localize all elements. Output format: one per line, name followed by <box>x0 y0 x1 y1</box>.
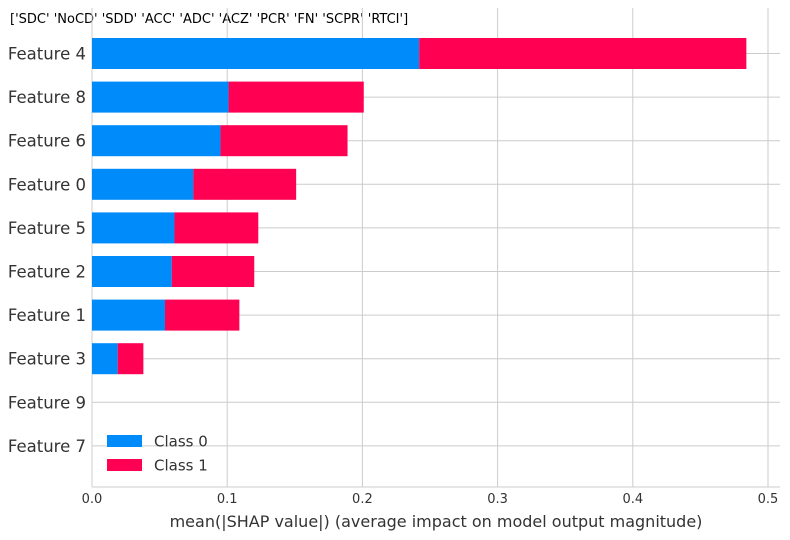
bar-class-1 <box>117 343 144 375</box>
bar-class-1 <box>165 299 240 331</box>
bar-class-1 <box>174 212 259 244</box>
legend-label: Class 1 <box>154 457 208 475</box>
y-tick-label: Feature 1 <box>8 306 86 325</box>
bar-class-1 <box>419 38 747 69</box>
bar-class-0 <box>92 256 172 287</box>
bar-class-0 <box>92 81 229 113</box>
bar-class-1 <box>228 81 364 113</box>
x-axis-label: mean(|SHAP value|) (average impact on mo… <box>170 512 703 531</box>
legend-swatch <box>107 459 142 471</box>
y-axis-labels: Feature 4 Feature 8 Feature 6 Feature 0 Feat… <box>8 45 86 456</box>
legend-label: Class 0 <box>154 433 208 451</box>
x-tick-label: 0.1 <box>217 492 238 507</box>
y-tick-label: Feature 6 <box>8 132 86 151</box>
x-axis: 0.0 0.1 0.2 0.3 0.4 0.5 <box>82 486 780 507</box>
y-tick-label: Feature 9 <box>8 393 86 412</box>
legend-swatch <box>107 435 142 447</box>
bars-layer <box>92 38 747 375</box>
x-tick-label: 0.2 <box>352 492 373 507</box>
bar-class-1 <box>171 256 255 287</box>
bar-class-1 <box>193 168 297 200</box>
y-tick-label: Feature 5 <box>8 219 86 238</box>
x-tick-label: 0.5 <box>758 492 779 507</box>
bar-class-1 <box>220 125 348 157</box>
class-names-label: ['SDC' 'NoCD' 'SDD' 'ACC' 'ADC' 'ACZ' 'P… <box>10 12 409 27</box>
y-tick-label: Feature 8 <box>8 88 86 107</box>
bar-class-0 <box>92 125 221 157</box>
y-tick-label: Feature 7 <box>8 437 86 456</box>
y-tick-label: Feature 4 <box>8 45 86 64</box>
bar-class-0 <box>92 299 166 331</box>
bar-class-0 <box>92 168 194 200</box>
grid-layer <box>91 8 780 487</box>
bar-class-0 <box>92 343 118 375</box>
y-tick-label: Feature 2 <box>8 263 86 282</box>
x-tick-label: 0.3 <box>487 492 508 507</box>
bar-class-0 <box>92 212 175 244</box>
bar-class-0 <box>92 38 420 69</box>
legend: Class 0 Class 1 <box>107 433 208 475</box>
x-tick-label: 0.0 <box>82 492 103 507</box>
y-tick-label: Feature 0 <box>8 175 86 194</box>
x-tick-label: 0.4 <box>622 492 643 507</box>
y-tick-label: Feature 3 <box>8 350 86 369</box>
